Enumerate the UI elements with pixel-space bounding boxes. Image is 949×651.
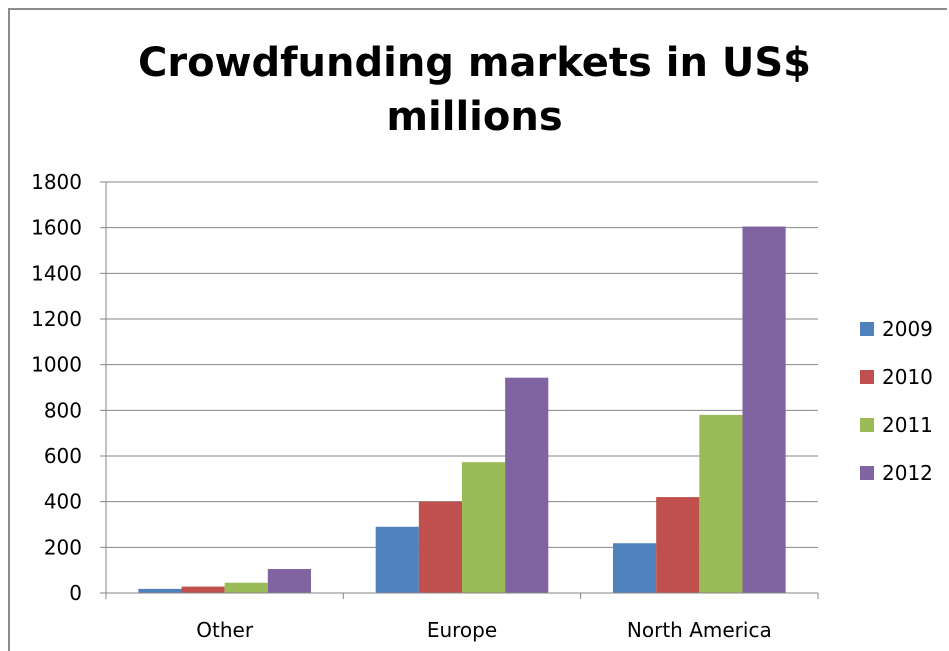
legend-swatch-2009: [860, 322, 874, 336]
y-tick-label: 1600: [31, 216, 82, 240]
chart-title: Crowdfunding markets in US$ millions: [0, 36, 949, 144]
bar-2012-other: [267, 569, 311, 593]
bars: [138, 226, 786, 593]
y-tick-label: 1200: [31, 307, 82, 331]
y-tick-label: 800: [44, 398, 82, 422]
legend-label-2011: 2011: [882, 413, 933, 437]
legend-label-2009: 2009: [882, 317, 933, 341]
bar-2009-other: [138, 588, 182, 593]
y-tick-label: 1800: [31, 170, 82, 194]
y-tick-label: 200: [44, 535, 82, 559]
bar-2012-north-america: [742, 226, 786, 593]
x-category-label: Europe: [427, 618, 497, 642]
y-tick-label: 1000: [31, 353, 82, 377]
legend-label-2012: 2012: [882, 461, 933, 485]
chart-title-line-1: Crowdfunding markets in US$: [137, 40, 812, 86]
bar-2011-other: [224, 582, 268, 593]
bar-2010-north-america: [656, 497, 700, 593]
x-category-label: Other: [196, 618, 254, 642]
legend-swatch-2010: [860, 370, 874, 384]
y-axis-tick-labels: 0 200 400 600 800 1000 1200 1400 1600 1800: [31, 170, 82, 605]
bar-2009-north-america: [613, 543, 657, 593]
bar-2011-north-america: [699, 414, 743, 593]
x-category-label: North America: [627, 618, 772, 642]
bar-2012-europe: [505, 377, 549, 593]
legend-swatch-2012: [860, 466, 874, 480]
bar-2009-europe: [375, 526, 419, 593]
legend: 2009 2010 2011 2012: [860, 317, 933, 485]
y-tick-label: 1400: [31, 261, 82, 285]
chart-title-line-2: millions: [386, 94, 563, 140]
bar-2011-europe: [462, 462, 506, 593]
legend-swatch-2011: [860, 418, 874, 432]
bar-2010-other: [181, 586, 225, 593]
axes: [100, 181, 819, 599]
y-tick-label: 400: [44, 490, 82, 514]
y-tick-label: 600: [44, 444, 82, 468]
y-tick-label: 0: [69, 581, 82, 605]
bar-2010-europe: [418, 501, 462, 593]
x-axis-category-labels: Other Europe North America: [196, 618, 771, 642]
legend-label-2010: 2010: [882, 365, 933, 389]
